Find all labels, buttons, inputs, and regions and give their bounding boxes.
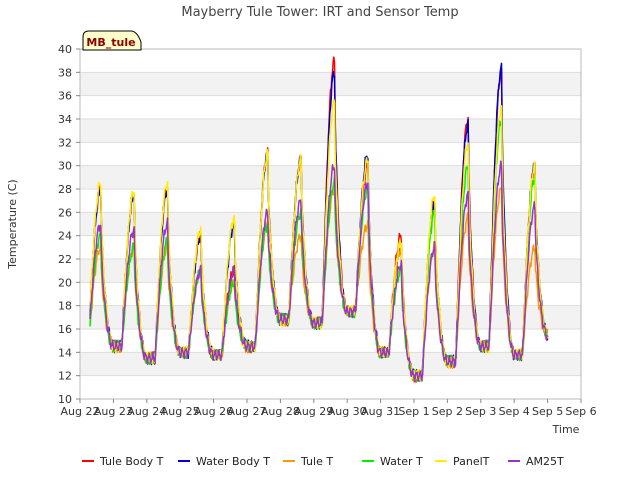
x-tick-label: Aug 25: [161, 405, 200, 418]
legend-item: Water Body T: [178, 455, 270, 468]
x-tick-label: Sep 1: [398, 405, 429, 418]
y-tick-label: 34: [58, 113, 72, 126]
x-tick-label: Sep 3: [465, 405, 496, 418]
plot-band: [80, 259, 581, 283]
x-tick-label: Sep 2: [432, 405, 463, 418]
y-tick-label: 16: [58, 323, 72, 336]
plot-band: [80, 142, 581, 166]
legend-label: PanelT: [453, 455, 490, 468]
y-tick-label: 32: [58, 136, 72, 149]
x-tick-label: Sep 4: [499, 405, 530, 418]
chart-title: Mayberry Tule Tower: IRT and Sensor Temp: [181, 5, 458, 20]
legend-label: Water T: [380, 455, 423, 468]
y-tick-label: 24: [58, 230, 72, 243]
x-tick-label: Sep 6: [565, 405, 596, 418]
y-axis-ticks: 10 12 14 16 18 20 22 24 26 28 30 32 34 36 38 40: [58, 43, 80, 406]
legend-item: Water T: [362, 455, 423, 468]
plot-band: [80, 282, 581, 306]
y-tick-label: 38: [58, 66, 72, 79]
legend-item: PanelT: [435, 455, 490, 468]
plot-band: [80, 165, 581, 189]
x-tick-label: Sep 5: [532, 405, 563, 418]
plot-band: [80, 375, 581, 399]
y-tick-label: 36: [58, 90, 72, 103]
plot-frame: [79, 48, 582, 400]
legend-item: Tule T: [283, 455, 333, 468]
x-tick-label: Aug 23: [94, 405, 133, 418]
legend-label: AM25T: [526, 455, 564, 468]
station-badge: MB_tule: [82, 30, 142, 51]
y-axis-label: Temperature (C): [6, 179, 19, 269]
x-tick-label: Aug 27: [228, 405, 267, 418]
y-tick-label: 22: [58, 253, 72, 266]
x-tick-label: Aug 29: [294, 405, 333, 418]
legend-item: AM25T: [508, 455, 564, 468]
y-tick-label: 12: [58, 370, 72, 383]
series-lines: [89, 56, 549, 383]
plot-band: [80, 212, 581, 236]
x-tick-label: Aug 24: [127, 405, 166, 418]
x-tick-label: Aug 22: [61, 405, 100, 418]
y-tick-label: 20: [58, 276, 72, 289]
legend-label: Water Body T: [196, 455, 270, 468]
badge-label: MB_tule: [86, 36, 135, 49]
legend-label: Tule T: [300, 455, 333, 468]
plot-band: [80, 72, 581, 96]
plot-band: [80, 235, 581, 259]
y-tick-label: 40: [58, 43, 72, 56]
x-tick-label: Aug 31: [361, 405, 400, 418]
y-tick-label: 14: [58, 346, 72, 359]
legend-label: Tule Body T: [99, 455, 164, 468]
y-tick-label: 28: [58, 183, 72, 196]
x-tick-label: Aug 30: [328, 405, 367, 418]
x-tick-label: Aug 28: [261, 405, 300, 418]
y-tick-label: 26: [58, 206, 72, 219]
y-tick-label: 18: [58, 300, 72, 313]
x-axis-label: Time: [552, 423, 580, 436]
plot-band: [80, 49, 581, 73]
badge-shape: [82, 30, 142, 51]
y-tick-label: 10: [58, 393, 72, 406]
legend: Tule Body T Water Body T Tule T Water T Pane…: [82, 455, 564, 468]
x-tick-label: Aug 26: [194, 405, 233, 418]
legend-item: Tule Body T: [82, 455, 164, 468]
series-line-am25t: [89, 160, 548, 383]
y-tick-label: 30: [58, 160, 72, 173]
